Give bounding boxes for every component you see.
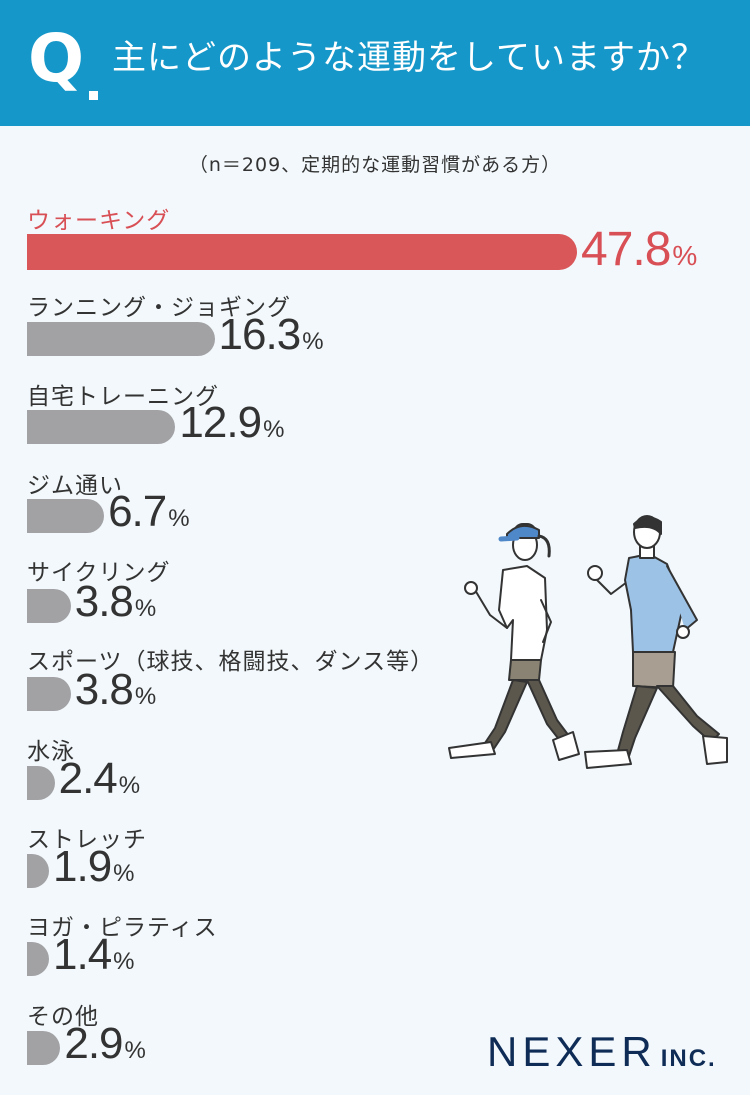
- sample-note: （n＝209、定期的な運動習慣がある方）: [188, 154, 562, 176]
- header-banner: Q 主にどのような運動をしていますか？: [0, 0, 750, 126]
- value-number: 3.8: [74, 665, 134, 714]
- percent-sign: %: [263, 416, 285, 443]
- bar: [27, 677, 71, 711]
- bar: [27, 942, 49, 976]
- value-label: 12.9%: [179, 401, 284, 445]
- percent-sign: %: [302, 328, 324, 355]
- walking-couple-illustration: [448, 515, 728, 769]
- category-label: ヨガ・ピラティス: [27, 915, 218, 941]
- q-dot: [89, 91, 98, 100]
- category-label: サイクリング: [27, 560, 171, 586]
- value-number: 47.8: [581, 223, 671, 276]
- percent-sign: %: [134, 595, 157, 622]
- value-label: 2.4%: [59, 757, 141, 801]
- bar: [27, 1031, 61, 1065]
- nexer-logo: NEXER INC.: [487, 1028, 717, 1075]
- question-title: 主にどのような運動をしていますか？: [112, 38, 706, 78]
- value-number: 3.8: [74, 577, 134, 626]
- value-label: 47.8%: [581, 226, 697, 274]
- value-label: 3.8%: [75, 580, 157, 624]
- percent-sign: %: [672, 240, 698, 271]
- value-number: 2.9: [64, 1019, 123, 1068]
- category-label: 水泳: [27, 739, 75, 765]
- value-number: 6.7: [108, 487, 167, 536]
- category-label: 自宅トレーニング: [27, 384, 219, 410]
- value-number: 12.9: [179, 398, 262, 447]
- category-label: その他: [27, 1004, 99, 1030]
- category-label: ウォーキング: [27, 208, 171, 234]
- bar: [27, 854, 49, 888]
- bar: [27, 234, 577, 270]
- bar: [27, 410, 176, 444]
- value-label: 3.8%: [75, 668, 157, 712]
- bar: [27, 499, 105, 533]
- percent-sign: %: [168, 505, 190, 532]
- value-label: 6.7%: [108, 490, 190, 534]
- bar: [27, 766, 55, 800]
- bar: [27, 322, 215, 356]
- q-mark: Q: [28, 20, 85, 97]
- percent-sign: %: [118, 772, 141, 799]
- percent-sign: %: [113, 948, 135, 975]
- value-label: 1.4%: [53, 933, 135, 977]
- value-number: 1.9: [53, 842, 112, 891]
- percent-sign: %: [124, 1037, 146, 1064]
- percent-sign: %: [134, 683, 157, 710]
- value-label: 2.9%: [64, 1022, 146, 1066]
- value-label: 1.9%: [53, 845, 135, 889]
- category-label: ストレッチ: [27, 827, 147, 853]
- category-label: ランニング・ジョギング: [27, 295, 291, 321]
- value-number: 16.3: [218, 310, 302, 359]
- value-number: 1.4: [53, 930, 112, 979]
- category-label: スポーツ（球技、格闘技、ダンス等）: [27, 649, 435, 675]
- category-label: ジム通い: [27, 473, 123, 499]
- value-label: 16.3%: [219, 313, 324, 357]
- bar: [27, 589, 71, 623]
- value-number: 2.4: [58, 754, 118, 803]
- percent-sign: %: [113, 860, 135, 887]
